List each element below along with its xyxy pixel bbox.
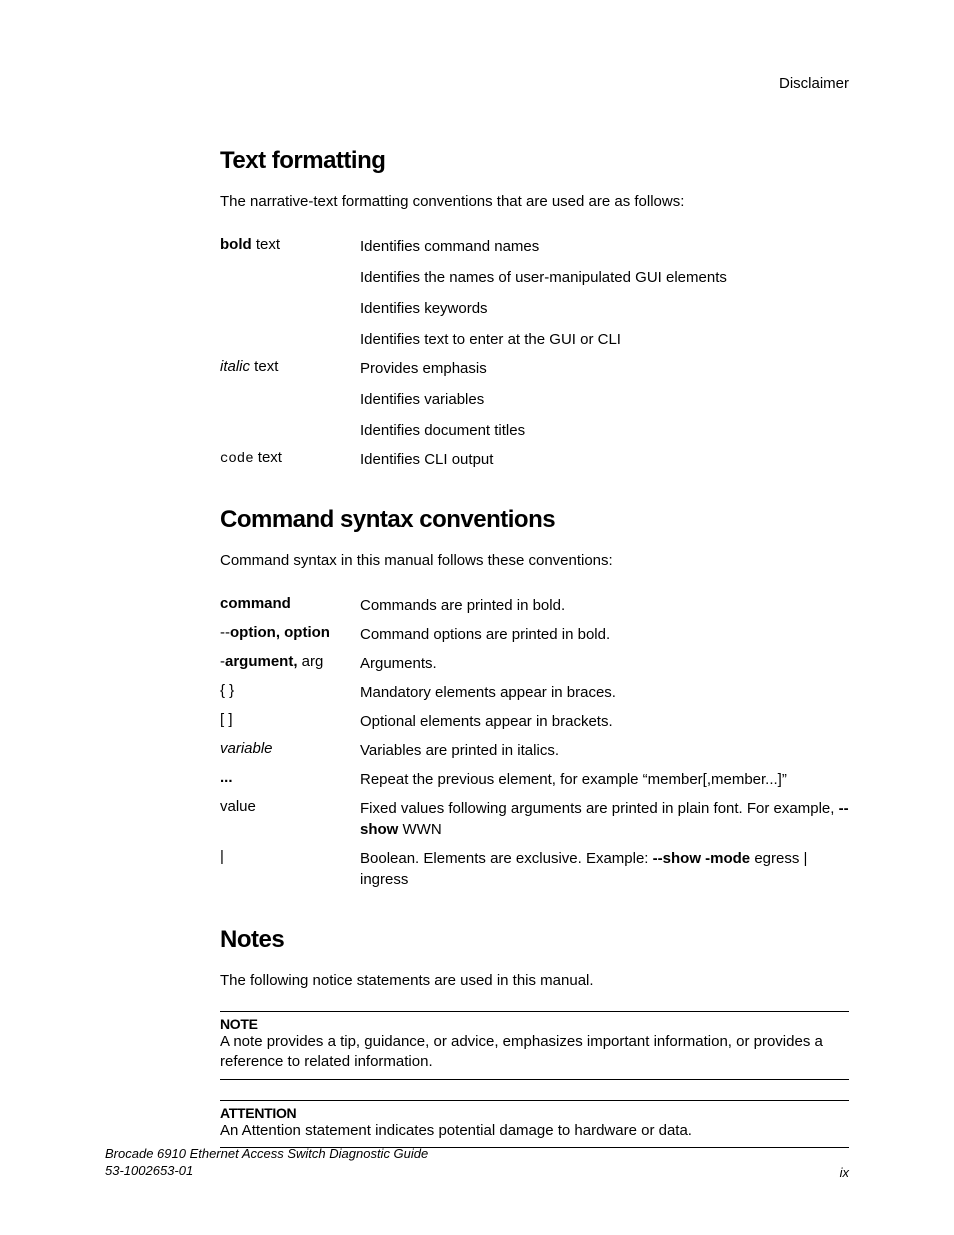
desc-line: Identifies keywords [360,298,849,329]
term-cell: [ ] [220,707,360,736]
text-formatting-table: bold textIdentifies command namesIdentif… [220,232,849,474]
term-cell: value [220,794,360,844]
section-title-command-syntax: Command syntax conventions [220,506,849,534]
command-syntax-table: commandCommands are printed in bold.--op… [220,591,849,894]
desc-cell: Provides emphasisIdentifies variablesIde… [360,354,849,445]
desc-cell: Identifies CLI output [360,445,849,474]
desc-cell: Mandatory elements appear in braces. [360,678,849,707]
desc-cell: Boolean. Elements are exclusive. Example… [360,844,849,894]
term-cell: command [220,591,360,620]
notice-label: NOTE [220,1016,849,1032]
table-row: variableVariables are printed in italics… [220,736,849,765]
section-intro: Command syntax in this manual follows th… [220,552,849,569]
footer-left: Brocade 6910 Ethernet Access Switch Diag… [105,1146,428,1180]
main-content: Text formatting The narrative-text forma… [220,147,849,1148]
table-row: commandCommands are printed in bold. [220,591,849,620]
term-cell: variable [220,736,360,765]
notices-container: NOTEA note provides a tip, guidance, or … [220,1011,849,1148]
header-label: Disclaimer [105,75,849,92]
footer-doc-number: 53-1002653-01 [105,1163,428,1180]
desc-line: Identifies CLI output [360,449,849,470]
table-row: bold textIdentifies command namesIdentif… [220,232,849,354]
term-cell: ... [220,765,360,794]
notice-text: A note provides a tip, guidance, or advi… [220,1032,849,1073]
notice-box: ATTENTIONAn Attention statement indicate… [220,1100,849,1148]
table-row: italic textProvides emphasisIdentifies v… [220,354,849,445]
term-cell: code text [220,445,360,474]
desc-cell: Command options are printed in bold. [360,620,849,649]
table-row: --option, optionCommand options are prin… [220,620,849,649]
desc-cell: Fixed values following arguments are pri… [360,794,849,844]
section-title-text-formatting: Text formatting [220,147,849,175]
desc-line: Identifies command names [360,236,849,267]
term-cell: { } [220,678,360,707]
notice-label: ATTENTION [220,1105,849,1121]
footer-page-number: ix [840,1165,849,1180]
table-row: -argument, argArguments. [220,649,849,678]
page-footer: Brocade 6910 Ethernet Access Switch Diag… [105,1146,849,1180]
desc-line: Identifies variables [360,389,849,420]
desc-line: Identifies text to enter at the GUI or C… [360,329,849,350]
term-cell: italic text [220,354,360,445]
section-intro: The following notice statements are used… [220,972,849,989]
table-row: [ ]Optional elements appear in brackets. [220,707,849,736]
desc-cell: Optional elements appear in brackets. [360,707,849,736]
term-cell: --option, option [220,620,360,649]
table-row: valueFixed values following arguments ar… [220,794,849,844]
term-cell: -argument, arg [220,649,360,678]
page: Disclaimer Text formatting The narrative… [0,0,954,1235]
notice-text: An Attention statement indicates potenti… [220,1121,849,1141]
desc-cell: Repeat the previous element, for example… [360,765,849,794]
table-row: |Boolean. Elements are exclusive. Exampl… [220,844,849,894]
section-intro: The narrative-text formatting convention… [220,193,849,210]
desc-cell: Arguments. [360,649,849,678]
notice-box: NOTEA note provides a tip, guidance, or … [220,1011,849,1080]
desc-cell: Identifies command namesIdentifies the n… [360,232,849,354]
desc-line: Identifies the names of user-manipulated… [360,267,849,298]
table-row: code textIdentifies CLI output [220,445,849,474]
desc-cell: Commands are printed in bold. [360,591,849,620]
desc-line: Provides emphasis [360,358,849,389]
desc-cell: Variables are printed in italics. [360,736,849,765]
table-row: ...Repeat the previous element, for exam… [220,765,849,794]
desc-line: Identifies document titles [360,420,849,441]
term-cell: | [220,844,360,894]
footer-doc-title: Brocade 6910 Ethernet Access Switch Diag… [105,1146,428,1163]
table-row: { }Mandatory elements appear in braces. [220,678,849,707]
section-title-notes: Notes [220,926,849,954]
term-cell: bold text [220,232,360,354]
